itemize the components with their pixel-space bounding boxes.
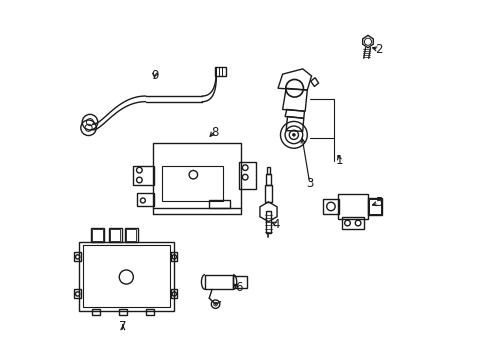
Bar	[79, 242, 174, 311]
Bar	[125, 229, 136, 241]
Bar	[152, 143, 241, 208]
Circle shape	[292, 134, 295, 136]
Bar	[204, 275, 233, 289]
Bar	[214, 67, 225, 76]
Bar	[109, 229, 120, 241]
Bar	[119, 309, 127, 315]
Text: 5: 5	[374, 197, 382, 210]
Text: 9: 9	[150, 69, 158, 82]
Text: 2: 2	[374, 43, 382, 56]
Bar	[171, 289, 177, 298]
Bar	[146, 309, 154, 315]
Bar	[161, 166, 223, 201]
Text: 6: 6	[235, 281, 243, 294]
Bar	[171, 252, 177, 261]
Bar	[341, 217, 364, 229]
Bar	[239, 162, 256, 189]
Bar	[137, 193, 154, 207]
Bar	[92, 229, 102, 241]
Bar	[124, 228, 138, 242]
Bar	[233, 276, 247, 288]
Bar	[92, 309, 100, 315]
Bar	[91, 228, 104, 242]
Bar	[74, 289, 81, 298]
Bar	[266, 167, 270, 174]
Bar	[83, 245, 169, 307]
Text: 4: 4	[272, 217, 280, 231]
Bar	[368, 199, 380, 214]
Bar	[322, 199, 338, 213]
Bar	[74, 252, 81, 261]
Text: 8: 8	[210, 126, 218, 139]
Text: 1: 1	[335, 154, 343, 167]
Bar	[265, 211, 271, 233]
Bar	[264, 185, 271, 202]
Bar	[367, 198, 381, 215]
Text: 3: 3	[305, 177, 313, 190]
Bar	[337, 194, 367, 219]
Bar	[108, 228, 122, 242]
Bar	[209, 201, 229, 208]
Bar	[133, 166, 154, 185]
Text: 7: 7	[119, 320, 126, 333]
Bar	[265, 174, 270, 185]
